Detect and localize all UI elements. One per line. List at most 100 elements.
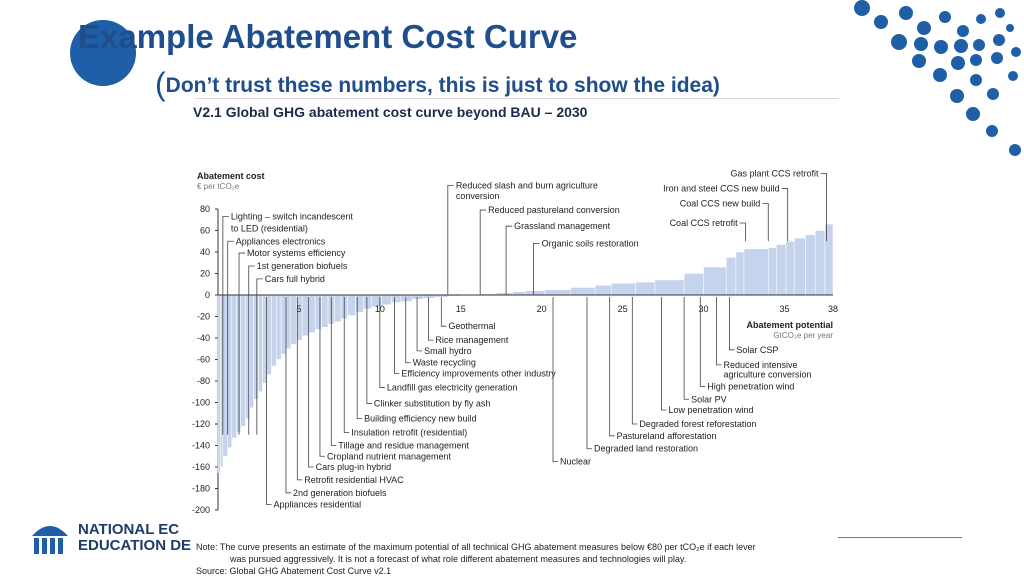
measure-label: to LED (residential) — [231, 223, 308, 233]
measure-label: 2nd generation biofuels — [293, 488, 387, 498]
x-tick-label: 38 — [828, 304, 838, 314]
label-leader — [296, 297, 303, 481]
cost-bar — [735, 251, 745, 296]
cost-bar — [271, 294, 277, 367]
decorative-dot — [957, 25, 969, 37]
abatement-cost-chart: Abatement cost€ per tCO₂e 80 60 40 20 0 -20 -40… — [192, 169, 838, 515]
measure-label: conversion — [456, 191, 500, 201]
x-axis-unit: GtCO₂e per year — [773, 331, 833, 340]
decorative-dot — [951, 56, 965, 70]
y-tick-label: -40 — [197, 333, 210, 343]
cost-bar — [231, 294, 237, 439]
decorative-dot — [917, 21, 931, 35]
x-tick-label: 30 — [699, 304, 709, 314]
measure-label: Efficiency improvements other industry — [401, 368, 556, 378]
label-leader — [729, 297, 735, 351]
y-tick-label: 40 — [200, 247, 210, 257]
label-leader — [238, 252, 246, 435]
label-leader — [256, 278, 263, 435]
y-axis-unit: € per tCO₂e — [197, 182, 240, 191]
measure-label: Degraded land restoration — [594, 444, 698, 454]
cost-bar — [805, 234, 816, 296]
logo-line-2: EDUCATION DE — [78, 537, 192, 554]
building-icon — [32, 526, 68, 554]
cost-bar — [355, 294, 364, 313]
label-leader — [479, 209, 487, 295]
cost-bar — [301, 294, 309, 337]
cost-bar — [654, 279, 685, 296]
measure-label: Organic soils restoration — [542, 238, 639, 248]
label-leader — [505, 225, 513, 295]
measure-label: Grassland management — [514, 221, 611, 231]
decorative-dot — [987, 88, 999, 100]
label-leader — [440, 297, 447, 327]
measure-label: Cropland nutrient management — [327, 451, 452, 461]
cost-bar — [768, 247, 777, 296]
y-axis-title: Abatement cost — [197, 171, 265, 181]
label-leader — [661, 297, 667, 411]
cost-bar — [594, 285, 612, 296]
measure-label: Insulation retrofit (residential) — [351, 428, 467, 438]
measure-label: Pastureland afforestation — [617, 431, 717, 441]
label-leader — [285, 297, 291, 494]
x-tick-label: 20 — [537, 304, 547, 314]
label-leader — [227, 240, 234, 435]
measure-label: Small hydro — [424, 346, 472, 356]
cost-bar — [236, 294, 241, 433]
y-tick-label: 20 — [200, 269, 210, 279]
label-leader — [379, 297, 385, 388]
label-leader — [222, 216, 229, 435]
label-leader — [533, 242, 540, 295]
measure-label: Nuclear — [560, 457, 591, 467]
measure-label: Cars full hybrid — [265, 274, 325, 284]
measure-label: Rice management — [435, 335, 509, 345]
cost-bar — [258, 294, 263, 392]
y-tick-label: -160 — [192, 462, 210, 472]
measure-label: Motor systems efficiency — [247, 248, 346, 258]
title-circle-decoration — [70, 20, 136, 86]
page-subtitle: (Don’t trust these numbers, this is just… — [155, 66, 720, 103]
decorative-dot — [954, 39, 968, 53]
measure-label: Tillage and residue management — [338, 441, 469, 451]
decorative-dot — [914, 37, 928, 51]
label-leader — [552, 297, 559, 463]
label-leader — [820, 173, 827, 242]
cost-bar — [262, 294, 267, 384]
y-tick-label: -60 — [197, 355, 210, 365]
label-leader — [248, 265, 255, 435]
label-leader — [394, 297, 400, 374]
y-tick-label: -20 — [197, 312, 210, 322]
measure-label: Building efficiency new build — [364, 414, 476, 424]
cost-bar — [683, 273, 704, 296]
x-tick-label: 15 — [456, 304, 466, 314]
label-leader — [308, 297, 314, 468]
y-tick-label: -200 — [192, 505, 210, 515]
cost-bar — [222, 294, 228, 457]
measure-label: Low penetration wind — [668, 405, 753, 415]
measure-label: Reduced pastureland conversion — [488, 205, 620, 215]
cost-bar — [814, 230, 826, 296]
label-leader — [330, 297, 337, 446]
measure-label: Geothermal — [448, 321, 495, 331]
label-leader — [356, 297, 363, 420]
measure-label: Solar CSP — [736, 345, 778, 355]
decorative-dot — [1009, 144, 1021, 156]
cost-bar — [525, 290, 546, 296]
measure-label: Degraded forest reforestation — [639, 419, 756, 429]
cost-bar — [285, 294, 292, 349]
cost-bar — [703, 266, 727, 296]
cost-bar — [280, 294, 287, 355]
label-leader — [266, 297, 272, 506]
x-tick-label: 35 — [779, 304, 789, 314]
cost-bar — [217, 294, 221, 473]
decorative-dot — [891, 34, 907, 50]
decorative-dot — [991, 52, 1003, 64]
cost-bar — [635, 281, 656, 296]
chart-title: V2.1 Global GHG abatement cost curve bey… — [193, 104, 588, 120]
subtitle-paren: ( — [155, 66, 166, 102]
cost-bar — [290, 294, 297, 345]
decorative-dot — [874, 15, 888, 29]
y-tick-label: -80 — [197, 376, 210, 386]
cost-bar — [314, 294, 322, 330]
decorative-dot — [976, 14, 986, 24]
